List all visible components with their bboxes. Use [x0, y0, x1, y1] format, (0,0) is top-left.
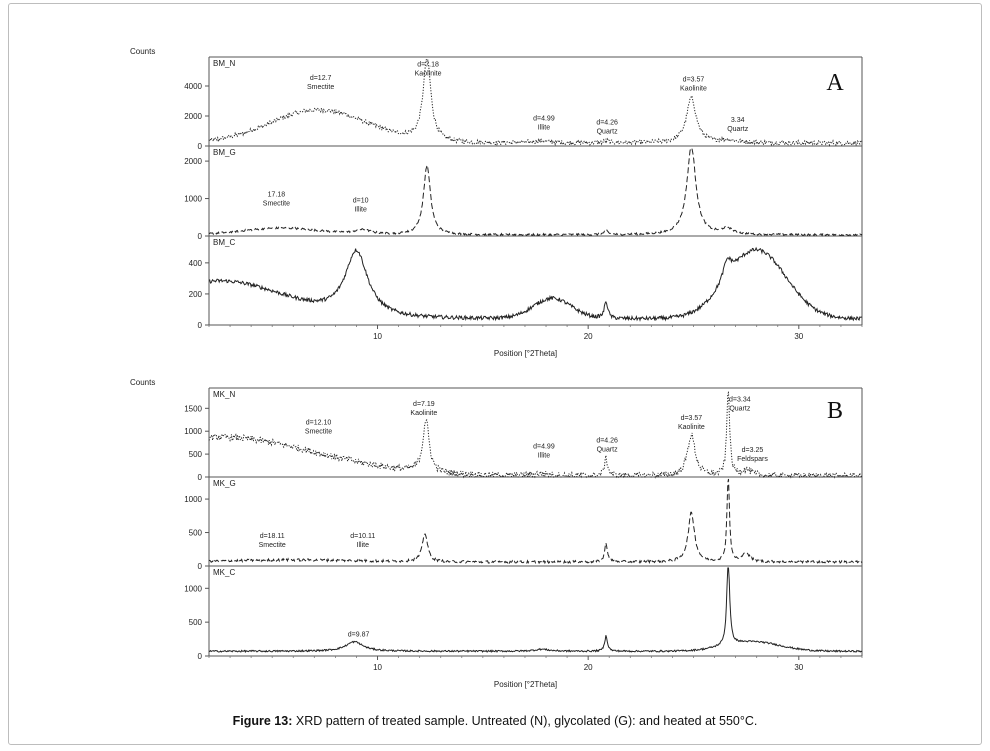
- y-tick-label: 0: [198, 473, 203, 482]
- y-tick-label: 500: [189, 529, 203, 538]
- peak-annotation: 17.18: [268, 192, 286, 199]
- peak-annotation: Kaolinite: [680, 86, 707, 93]
- peak-annotation: d=4.26: [596, 438, 618, 445]
- caption-text: XRD pattern of treated sample. Untreated…: [295, 714, 758, 728]
- peak-annotation: d=7.19: [413, 401, 435, 408]
- panel-name: MK_G: [213, 479, 236, 488]
- panel-name: MK_C: [213, 568, 235, 577]
- trace-bm-n: [208, 58, 863, 147]
- trace-bm-g: [208, 147, 863, 237]
- figure-letter: B: [827, 398, 843, 424]
- panel-name: MK_N: [213, 390, 235, 399]
- peak-annotation: d=9.87: [348, 631, 370, 638]
- y-tick-label: 400: [189, 259, 203, 268]
- panel-mk-c: 0 500 1000 MK_C d=9.87: [184, 567, 863, 661]
- peak-annotation: Quartz: [597, 128, 619, 135]
- peak-annotation: Quartz: [729, 405, 751, 412]
- panel-name: BM_G: [213, 148, 236, 157]
- peak-annotation: Smectite: [307, 84, 334, 91]
- y-tick-label: 2000: [184, 112, 202, 121]
- panel-bm-g: 0 1000 2000 BM_G 17.18 Smectite d=10 Illite: [184, 147, 863, 241]
- peak-annotation: 3.34: [731, 117, 745, 124]
- peak-annotation: d=12.7: [310, 75, 332, 82]
- panel-name: BM_N: [213, 59, 235, 68]
- y-tick-label: 2000: [184, 157, 202, 166]
- peak-annotation: Illite: [538, 453, 551, 460]
- y-tick-label: 0: [198, 652, 203, 661]
- y-tick-label: 500: [189, 450, 203, 459]
- peak-annotation: d=3.25: [742, 447, 764, 454]
- y-axis-label: Counts: [130, 378, 155, 387]
- y-tick-label: 0: [198, 142, 203, 151]
- x-tick-label: 20: [584, 332, 593, 341]
- y-tick-label: 1000: [184, 495, 202, 504]
- y-tick-label: 1500: [184, 404, 202, 413]
- peak-annotation: Illite: [538, 125, 551, 132]
- peak-annotation: Illite: [357, 542, 370, 549]
- y-tick-label: 4000: [184, 82, 202, 91]
- x-tick-label: 30: [794, 663, 803, 672]
- x-tick-label: 10: [373, 332, 382, 341]
- y-tick-label: 0: [198, 232, 203, 241]
- y-tick-label: 1000: [184, 195, 202, 204]
- peak-annotation: d=3.57: [681, 415, 703, 422]
- peak-annotation: Smectite: [263, 201, 290, 208]
- y-tick-label: 500: [189, 618, 203, 627]
- figure-caption: Figure 13: XRD pattern of treated sample…: [0, 714, 990, 728]
- y-tick-label: 1000: [184, 584, 202, 593]
- peak-annotation: d=7.18: [417, 62, 439, 69]
- chart-b: CountsB050010001500MK_Nd=7.19Kaolinited=…: [130, 378, 863, 689]
- peak-annotation: d=10.11: [350, 533, 375, 540]
- peak-annotation: Quartz: [597, 447, 619, 454]
- trace-mk-c: [209, 567, 863, 654]
- y-tick-label: 200: [189, 290, 203, 299]
- y-tick-label: 1000: [184, 427, 202, 436]
- caption-label: Figure 13:: [232, 714, 293, 728]
- peak-annotation: d=4.26: [596, 119, 618, 126]
- peak-annotation: d=18.11: [260, 533, 285, 540]
- panel-mk-g: 0 500 1000 MK_G d=18.11 Smectite d=10.11 Illite: [184, 478, 863, 571]
- panel-bm-c: 0 200 400 BM_C: [189, 238, 863, 330]
- peak-annotation: d=4.99: [533, 444, 555, 451]
- panel-bm-n: 0 2000 4000 BM_N d=7.18 Kaolinite d=12.7 Smecti…: [184, 58, 863, 151]
- y-tick-label: 0: [198, 562, 203, 571]
- peak-annotation: d=12.10: [306, 419, 332, 426]
- figure-letter: A: [826, 70, 844, 96]
- x-tick-label: 20: [584, 663, 593, 672]
- peak-annotation: d=10: [353, 197, 369, 204]
- peak-annotation: Illite: [354, 206, 367, 213]
- trace-mk-g: [208, 478, 863, 565]
- peak-annotation: d=3.34: [729, 396, 751, 403]
- peak-annotation: Kaolinite: [410, 410, 437, 417]
- peak-annotation: Smectite: [259, 542, 286, 549]
- x-axis-label: Position [°2Theta]: [494, 349, 557, 358]
- y-tick-label: 0: [198, 321, 203, 330]
- x-tick-label: 10: [373, 663, 382, 672]
- peak-annotation: d=3.57: [683, 77, 705, 84]
- peak-annotation: Smectite: [305, 428, 332, 435]
- y-axis-label: Counts: [130, 47, 155, 56]
- trace-bm-c: [208, 246, 863, 322]
- peak-annotation: d=4.99: [533, 116, 555, 123]
- panel-mk-n: 0 500 1000 1500 MK_N d=7.19 Kaolinite d=12.10 Sm…: [184, 390, 863, 482]
- peak-annotation: Feldspars: [737, 456, 768, 463]
- figure-frame: [8, 3, 982, 745]
- peak-annotation: Kaolinite: [415, 71, 442, 78]
- peak-annotation: Kaolinite: [678, 424, 705, 431]
- panel-name: BM_C: [213, 238, 235, 247]
- x-axis-label: Position [°2Theta]: [494, 680, 557, 689]
- x-tick-label: 30: [794, 332, 803, 341]
- trace-mk-n: [208, 390, 863, 479]
- peak-annotation: Quartz: [727, 126, 749, 133]
